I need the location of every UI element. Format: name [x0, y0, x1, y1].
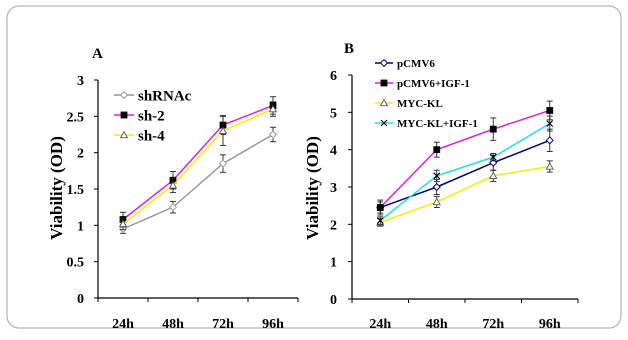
series-myc-kl-igf-1 — [376, 115, 554, 225]
y-tick-label: 1 — [77, 219, 84, 234]
data-point — [489, 158, 498, 167]
legend-marker — [120, 111, 128, 119]
series-myc-kl — [376, 160, 554, 227]
legend-marker — [380, 119, 388, 127]
legend-item: sh-2 — [114, 108, 165, 124]
data-point — [433, 172, 441, 180]
y-tick-label: 4 — [330, 144, 337, 159]
y-tick-label: 2 — [77, 147, 84, 162]
series-line — [379, 122, 551, 222]
legend-label: MYC-KL+IGF-1 — [397, 118, 478, 130]
data-point — [218, 159, 228, 168]
data-point — [376, 217, 384, 224]
data-point — [489, 153, 497, 161]
legend-item: pCMV6+IGF-1 — [375, 78, 470, 90]
y-tick-label: 0.5 — [67, 256, 85, 271]
legend-label: shRNAc — [138, 88, 192, 104]
x-tick-label: 72h — [212, 317, 234, 332]
y-axis-title: Viability (OD) — [47, 136, 66, 240]
data-point — [433, 146, 441, 154]
series-line — [379, 165, 550, 224]
data-point — [218, 126, 228, 135]
legend-marker — [379, 58, 389, 68]
series-line — [122, 108, 274, 225]
series-line — [122, 104, 274, 221]
data-point — [432, 197, 441, 206]
x-tick-label: 96h — [262, 317, 284, 332]
y-tick-label: 3 — [77, 74, 84, 89]
legend-label: pCMV6+IGF-1 — [397, 78, 470, 90]
series-line — [122, 133, 274, 230]
y-tick-label: 0 — [330, 293, 337, 308]
data-point — [489, 125, 497, 133]
legend-marker — [119, 90, 129, 100]
series-pcmv6-igf-1 — [376, 100, 554, 216]
x-tick-label: 48h — [426, 317, 448, 332]
y-tick-label: 6 — [330, 69, 337, 84]
chart-panel-b: B 0 1 2 3 4 5 6 24h 48h 72h 96h Viability (OD) pCMV6 p… — [303, 41, 579, 332]
x-tick-label: 48h — [162, 317, 184, 332]
legend-label: MYC-KL — [397, 98, 443, 110]
y-tick-label: 2 — [330, 218, 337, 233]
data-point — [376, 204, 384, 211]
legend-item: MYC-KL — [375, 98, 443, 110]
x-tick-label: 24h — [112, 317, 134, 332]
data-point — [432, 182, 441, 192]
data-point — [168, 181, 178, 189]
legend-item: sh-4 — [114, 128, 165, 144]
legend-label: pCMV6 — [397, 58, 435, 70]
series-shrnac — [118, 126, 278, 234]
data-point — [489, 171, 498, 179]
data-point — [268, 104, 278, 113]
chart-panels: A 0 0.5 1 1.5 2 2.5 3 24h 48h 72h 96h Viability (OD)… — [47, 41, 579, 332]
legend-item: MYC-KL+IGF-1 — [375, 118, 478, 130]
data-point — [268, 130, 278, 139]
data-point — [546, 120, 554, 127]
legend-marker — [379, 98, 389, 107]
data-point — [546, 107, 554, 114]
y-tick-label: 0 — [77, 292, 84, 307]
legend-marker — [380, 79, 388, 87]
data-point — [545, 136, 554, 145]
data-point — [545, 162, 554, 170]
y-axis-title: Viability (OD) — [303, 136, 322, 240]
y-tick-label: 5 — [330, 106, 337, 121]
data-point — [118, 219, 128, 228]
legend-label: sh-2 — [138, 108, 165, 124]
x-tick-label: 24h — [369, 317, 391, 332]
x-tick-label: 96h — [539, 317, 561, 332]
panel-label: A — [92, 46, 103, 62]
chart-panel-a: A 0 0.5 1 1.5 2 2.5 3 24h 48h 72h 96h Viability (OD)… — [47, 46, 299, 332]
legend-item: pCMV6 — [375, 58, 435, 70]
y-tick-label: 1 — [330, 256, 337, 271]
series-sh-4 — [118, 101, 278, 231]
figure-border — [6, 5, 622, 329]
legend-label: sh-4 — [138, 128, 165, 144]
y-tick-label: 3 — [330, 181, 337, 196]
legend-marker — [119, 130, 129, 139]
legend-item: shRNAc — [114, 88, 192, 104]
x-tick-label: 72h — [482, 317, 504, 332]
y-tick-label: 2.5 — [67, 110, 85, 125]
y-tick-label: 1.5 — [67, 183, 85, 198]
series-line — [379, 109, 550, 209]
data-point — [168, 203, 178, 212]
panel-label: B — [344, 41, 354, 57]
